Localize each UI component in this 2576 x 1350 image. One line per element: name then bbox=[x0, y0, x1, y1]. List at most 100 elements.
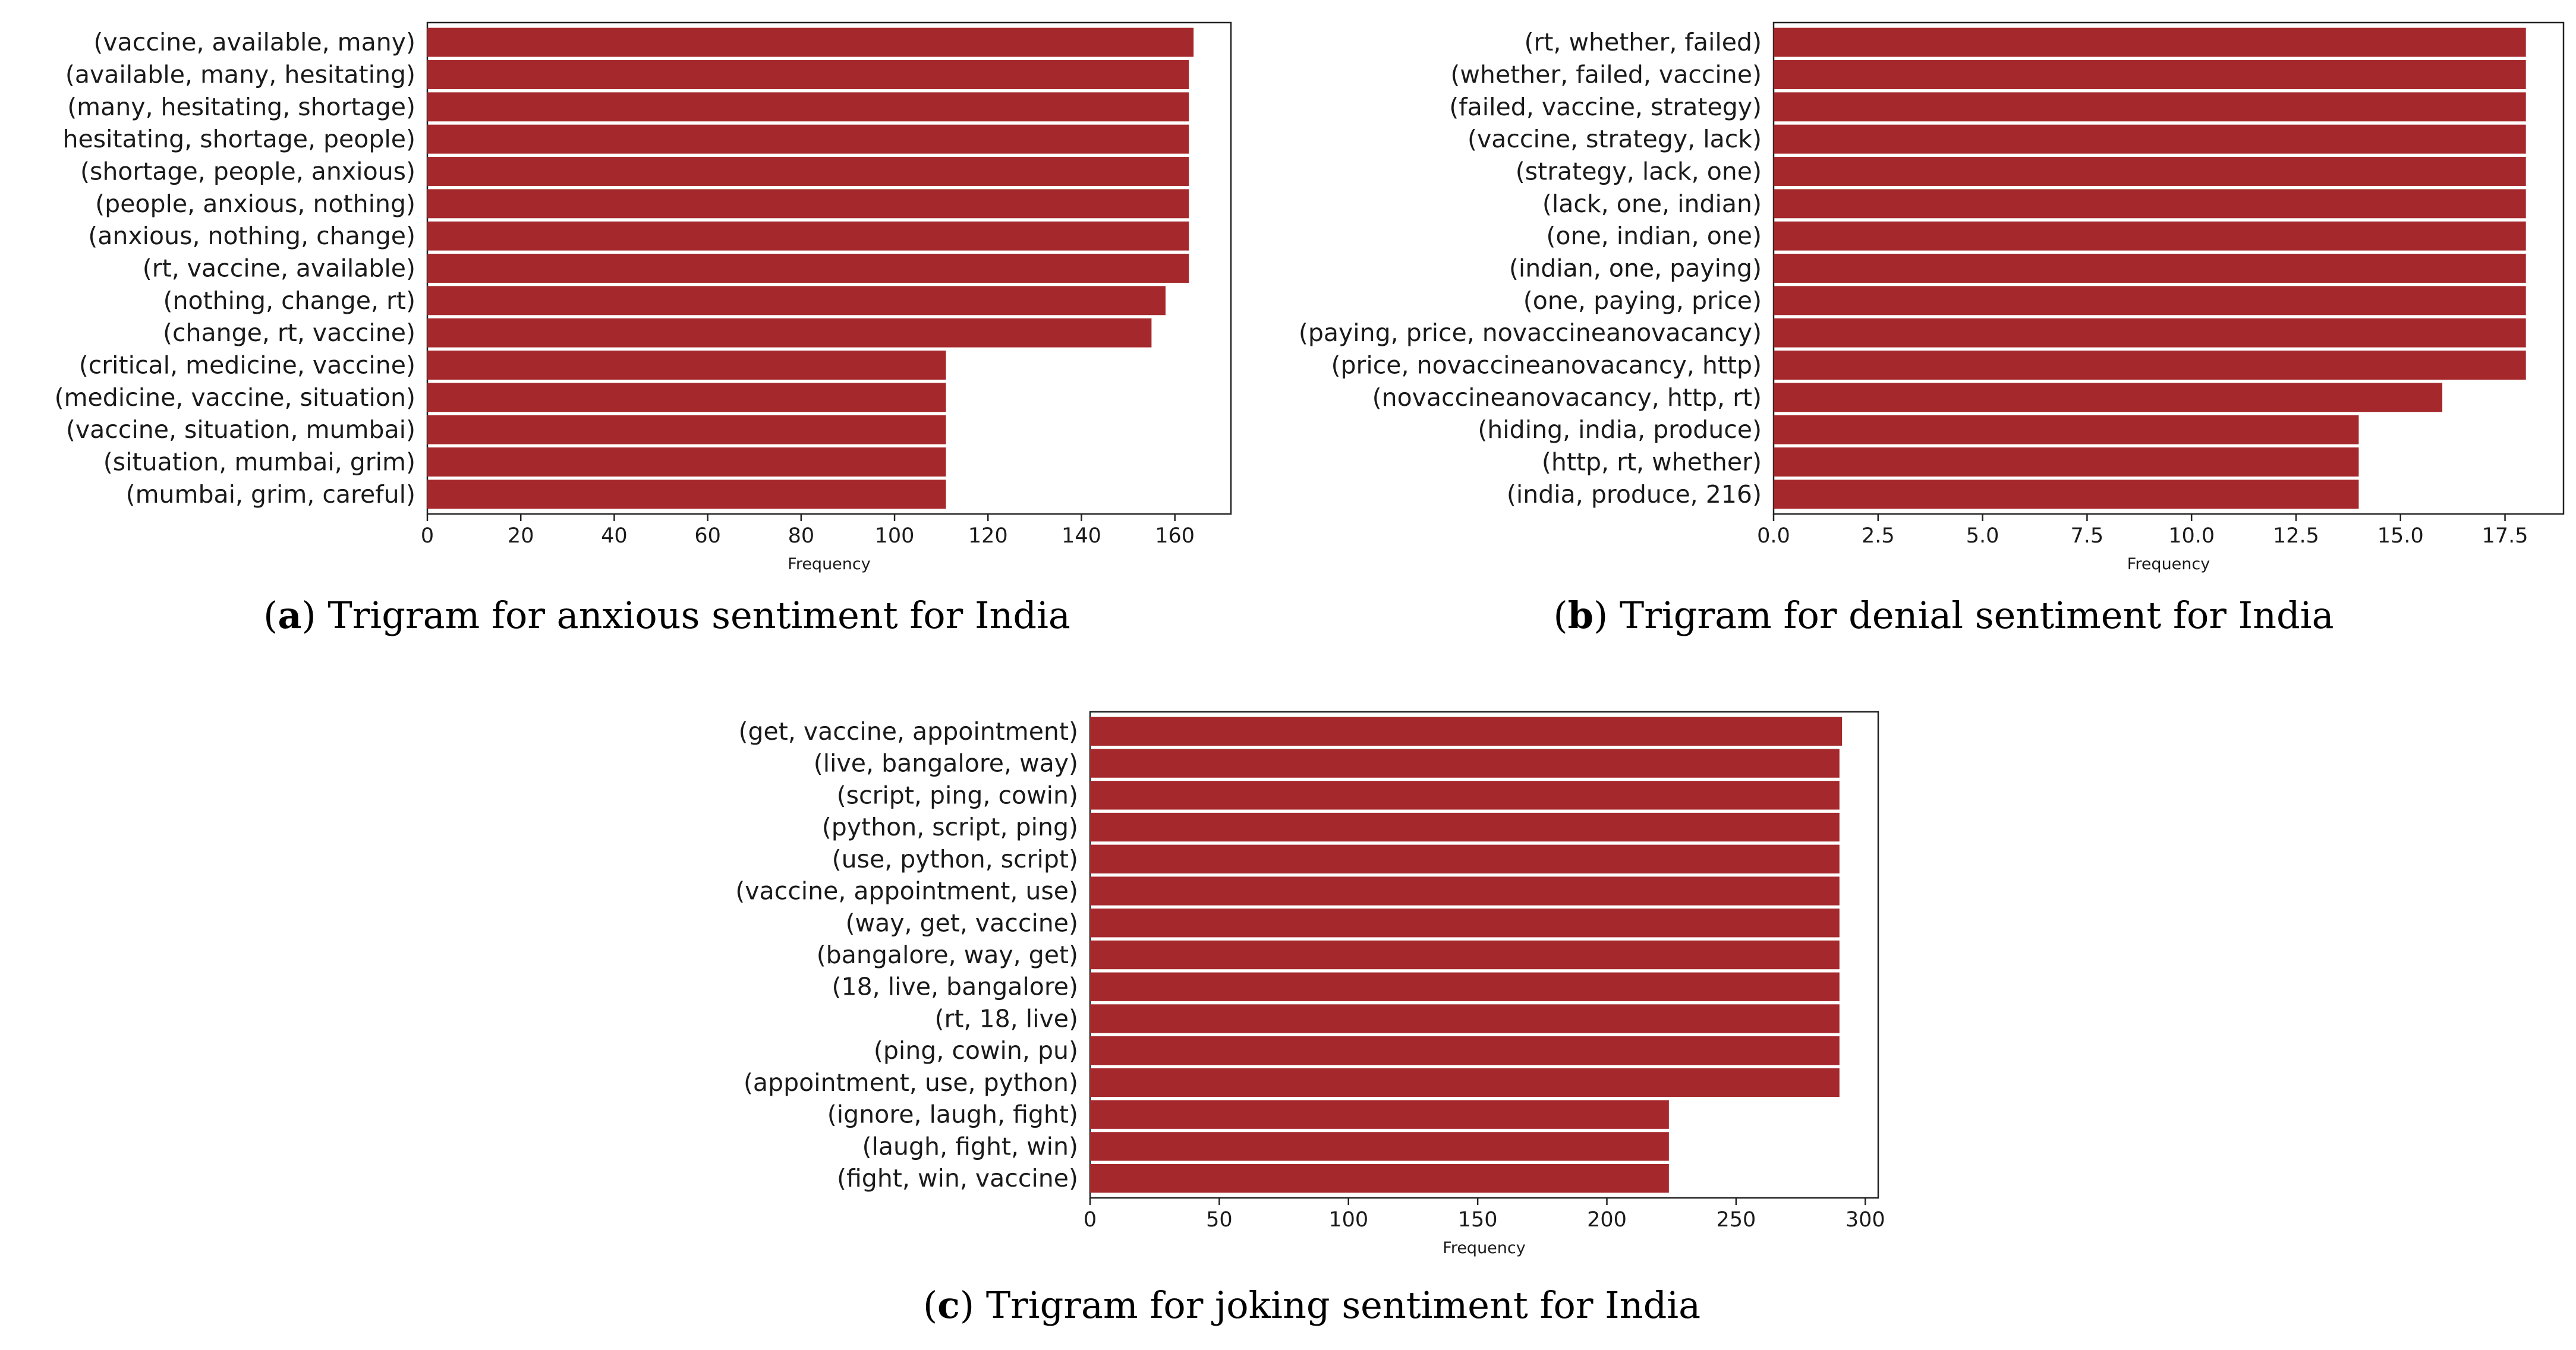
bar bbox=[427, 447, 946, 477]
x-tick-label: 5.0 bbox=[1966, 524, 1999, 548]
subfigure-caption: (c) Trigram for joking sentiment for Ind… bbox=[923, 1283, 1700, 1327]
bar bbox=[1090, 781, 1840, 810]
bar bbox=[1774, 318, 2526, 348]
category-label: (appointment, use, python) bbox=[744, 1068, 1078, 1097]
bar bbox=[1774, 286, 2526, 316]
category-label: (vaccine, appointment, use) bbox=[735, 877, 1078, 906]
x-tick-label: 2.5 bbox=[1862, 524, 1895, 548]
caption-text: Trigram for denial sentiment for India bbox=[1620, 594, 2334, 637]
bar bbox=[1774, 480, 2359, 509]
x-axis-label: Frequency bbox=[1443, 1239, 1526, 1257]
category-label: (lack, one, indian) bbox=[1542, 190, 1762, 218]
bar bbox=[427, 318, 1152, 348]
caption-letter: c bbox=[937, 1283, 960, 1327]
bar bbox=[1090, 1163, 1669, 1193]
x-tick-label: 120 bbox=[968, 524, 1008, 548]
category-label: (18, live, bangalore) bbox=[832, 973, 1078, 1001]
subfigure-caption: (b) Trigram for denial sentiment for Ind… bbox=[1553, 594, 2333, 637]
bar bbox=[427, 221, 1189, 251]
subfigure-caption: (a) Trigram for anxious sentiment for In… bbox=[263, 594, 1070, 637]
x-tick-label: 80 bbox=[788, 524, 815, 548]
category-label: (novaccineanovacancy, http, rt) bbox=[1372, 383, 1762, 412]
category-label: (hiding, india, produce) bbox=[1478, 415, 1762, 444]
category-label: (change, rt, vaccine) bbox=[163, 318, 415, 347]
x-tick-label: 60 bbox=[694, 524, 721, 548]
category-label: (medicine, vaccine, situation) bbox=[55, 383, 415, 412]
category-label: (rt, 18, live) bbox=[935, 1004, 1079, 1033]
category-label: (vaccine, situation, mumbai) bbox=[66, 415, 415, 444]
anxious-trigram-chart: (vaccine, available, many) (available, ma… bbox=[55, 21, 1232, 637]
bar bbox=[1774, 351, 2526, 380]
bar bbox=[427, 254, 1189, 283]
x-tick-label: 200 bbox=[1587, 1208, 1627, 1232]
bar bbox=[1090, 844, 1840, 873]
bar bbox=[1090, 717, 1843, 746]
bar bbox=[1774, 189, 2526, 219]
x-axis-label: Frequency bbox=[788, 555, 871, 573]
category-label: (shortage, people, anxious) bbox=[80, 157, 415, 186]
bar bbox=[427, 60, 1189, 89]
bar bbox=[427, 415, 946, 444]
category-label: hesitating, shortage, people) bbox=[63, 125, 415, 153]
bar bbox=[427, 351, 946, 380]
category-label: (india, produce, 216) bbox=[1507, 480, 1762, 509]
category-label: (fight, win, vaccine) bbox=[837, 1164, 1078, 1193]
x-tick-label: 0.0 bbox=[1757, 524, 1790, 548]
bar bbox=[1774, 383, 2443, 412]
bar bbox=[1774, 60, 2526, 89]
category-label: (python, script, ping) bbox=[822, 813, 1078, 841]
bar bbox=[427, 286, 1166, 316]
x-tick-label: 100 bbox=[875, 524, 915, 548]
bar bbox=[1774, 447, 2359, 477]
category-label: (many, hesitating, shortage) bbox=[67, 93, 415, 121]
category-label: (script, ping, cowin) bbox=[837, 781, 1078, 809]
bar bbox=[1090, 812, 1840, 842]
x-tick-label: 7.5 bbox=[2071, 524, 2104, 548]
bar bbox=[1090, 1132, 1669, 1161]
bar bbox=[1774, 415, 2359, 444]
bar bbox=[1090, 876, 1840, 906]
bar bbox=[1090, 972, 1840, 1001]
bar bbox=[1090, 1036, 1840, 1065]
bar bbox=[1774, 92, 2526, 122]
bar bbox=[1090, 1004, 1840, 1033]
category-label: (http, rt, whether) bbox=[1542, 448, 1762, 477]
bar bbox=[1774, 124, 2526, 154]
x-tick-label: 100 bbox=[1328, 1208, 1368, 1232]
bar bbox=[427, 189, 1189, 219]
x-tick-label: 150 bbox=[1458, 1208, 1498, 1232]
category-label: (use, python, script) bbox=[832, 845, 1078, 873]
bar bbox=[427, 480, 946, 509]
x-tick-label: 300 bbox=[1846, 1208, 1885, 1232]
x-tick-label: 15.0 bbox=[2377, 524, 2424, 548]
x-axis-label: Frequency bbox=[2127, 555, 2210, 573]
category-label: (situation, mumbai, grim) bbox=[103, 448, 415, 477]
bar bbox=[427, 157, 1189, 186]
x-tick-label: 10.0 bbox=[2168, 524, 2215, 548]
category-label: (rt, vaccine, available) bbox=[143, 254, 415, 283]
category-label: (bangalore, way, get) bbox=[817, 941, 1078, 969]
bar bbox=[427, 124, 1189, 154]
x-tick-label: 0 bbox=[421, 524, 434, 548]
x-tick-label: 20 bbox=[508, 524, 534, 548]
category-label: (ping, cowin, pu) bbox=[874, 1036, 1078, 1065]
x-tick-label: 50 bbox=[1206, 1208, 1233, 1232]
bar bbox=[427, 383, 946, 412]
category-label: (live, bangalore, way) bbox=[814, 749, 1078, 778]
category-label: (get, vaccine, appointment) bbox=[739, 717, 1078, 746]
x-tick-label: 160 bbox=[1155, 524, 1195, 548]
category-label: (mumbai, grim, careful) bbox=[126, 480, 415, 509]
bar bbox=[1774, 157, 2526, 186]
bar bbox=[427, 92, 1189, 122]
category-label: (people, anxious, nothing) bbox=[95, 190, 415, 218]
caption-text: Trigram for joking sentiment for India bbox=[986, 1283, 1700, 1327]
x-tick-label: 140 bbox=[1062, 524, 1101, 548]
bar bbox=[1090, 940, 1840, 970]
x-tick-label: 250 bbox=[1716, 1208, 1756, 1232]
caption-letter: a bbox=[278, 594, 301, 637]
category-label: (paying, price, novaccineanovacancy) bbox=[1299, 318, 1762, 347]
bar bbox=[1774, 27, 2526, 57]
category-label: (ignore, laugh, fight) bbox=[827, 1100, 1078, 1129]
category-label: (one, indian, one) bbox=[1546, 222, 1762, 250]
